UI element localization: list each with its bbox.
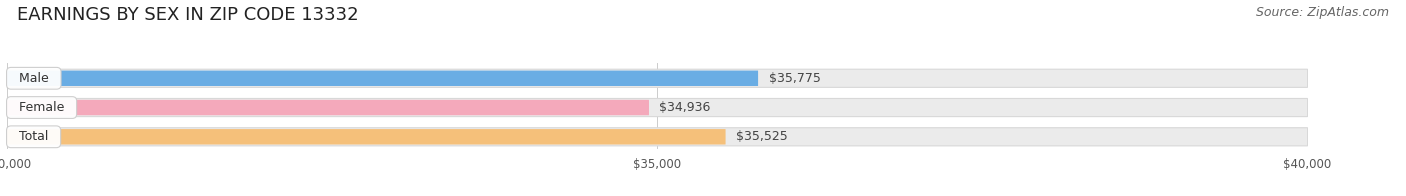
Text: EARNINGS BY SEX IN ZIP CODE 13332: EARNINGS BY SEX IN ZIP CODE 13332 xyxy=(17,6,359,24)
Text: Total: Total xyxy=(11,130,56,143)
FancyBboxPatch shape xyxy=(7,129,725,144)
FancyBboxPatch shape xyxy=(7,100,650,115)
FancyBboxPatch shape xyxy=(7,69,1308,87)
Text: $35,775: $35,775 xyxy=(769,72,820,85)
FancyBboxPatch shape xyxy=(7,128,1308,146)
Text: Source: ZipAtlas.com: Source: ZipAtlas.com xyxy=(1256,6,1389,19)
Text: $34,936: $34,936 xyxy=(659,101,711,114)
Text: Male: Male xyxy=(11,72,56,85)
FancyBboxPatch shape xyxy=(7,71,758,86)
FancyBboxPatch shape xyxy=(7,98,1308,117)
Text: Female: Female xyxy=(11,101,72,114)
Text: $35,525: $35,525 xyxy=(735,130,787,143)
